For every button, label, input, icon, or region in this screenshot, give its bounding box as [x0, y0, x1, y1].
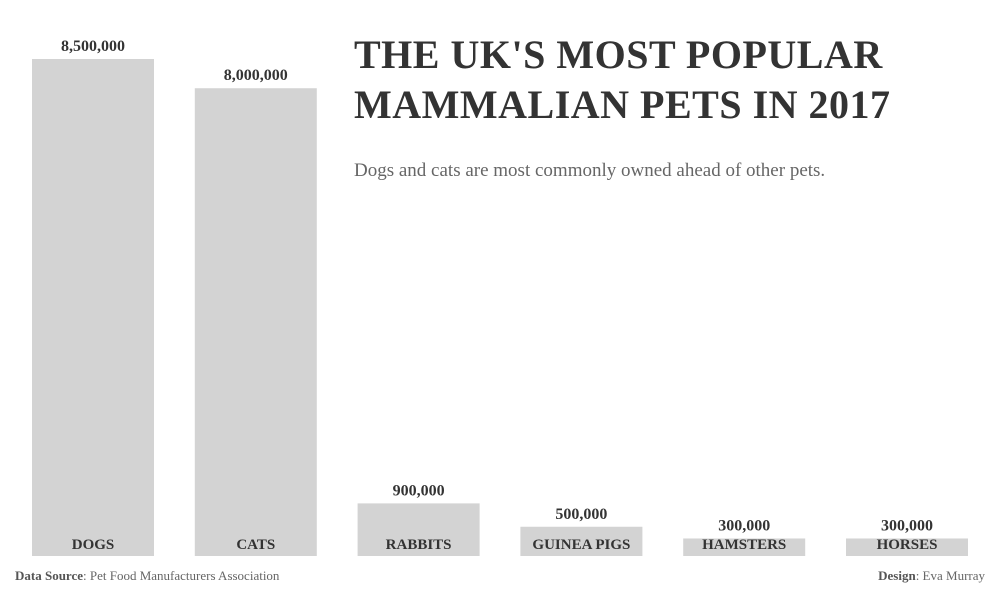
value-label: 300,000	[718, 517, 770, 534]
value-label: 8,000,000	[224, 67, 288, 84]
bar-horses	[846, 538, 968, 556]
data-source-value: : Pet Food Manufacturers Association	[83, 568, 280, 583]
category-label: GUINEA PIGS	[532, 537, 630, 553]
value-label: 8,500,000	[61, 38, 125, 55]
bar-hamsters	[683, 538, 806, 556]
category-label: DOGS	[72, 537, 115, 553]
bar-cats	[194, 88, 317, 556]
bar-guinea-pigs	[520, 526, 643, 556]
value-label: 900,000	[393, 482, 445, 499]
data-source: Data Source: Pet Food Manufacturers Asso…	[15, 568, 279, 584]
value-label: 500,000	[555, 506, 607, 523]
bar-dogs	[32, 59, 154, 556]
design-label: Design	[878, 568, 916, 583]
category-label: RABBITS	[386, 537, 452, 553]
value-label: 300,000	[881, 517, 933, 534]
category-label: HORSES	[877, 537, 938, 553]
category-label: HAMSTERS	[702, 537, 786, 553]
chart-subtitle: Dogs and cats are most commonly owned ah…	[354, 160, 826, 181]
design-value: : Eva Murray	[915, 568, 985, 583]
design-credit: Design: Eva Murray	[878, 568, 985, 584]
category-label: CATS	[236, 537, 275, 553]
data-source-label: Data Source	[15, 568, 84, 583]
bar-rabbits	[357, 503, 480, 556]
chart-title: THE UK'S MOST POPULAR MAMMALIAN PETS IN …	[354, 32, 891, 127]
